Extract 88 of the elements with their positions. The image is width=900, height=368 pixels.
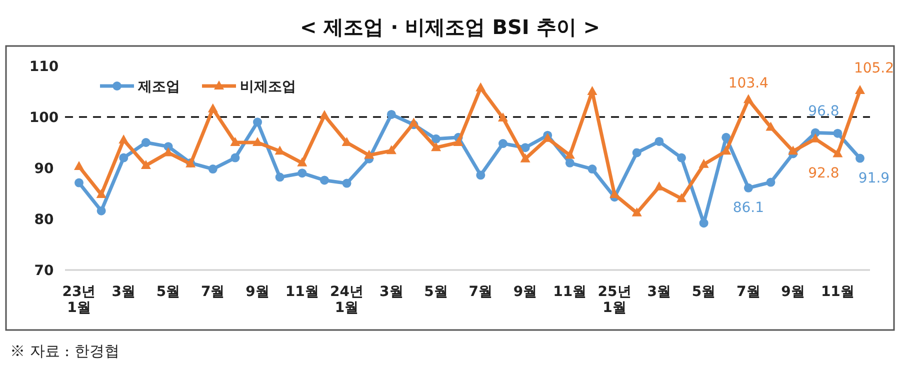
point [297,157,308,166]
point [119,153,128,162]
point [743,94,754,104]
y-tick-label: 90 [34,161,54,177]
x-tick-label: 7월 [468,284,493,300]
data-label: 92.8 [808,166,840,182]
data-label: 105.2 [854,60,894,76]
data-label: 91.9 [858,170,890,186]
x-tick-label: 11월 [285,284,319,300]
x-tick-label: 7월 [201,284,225,300]
x-tick-label: 3월 [647,284,672,300]
point [74,160,84,170]
point [832,148,843,158]
point [587,86,598,95]
x-tick-label: 9월 [246,284,270,300]
x-tick-label: 5월 [156,284,180,300]
point [698,158,709,168]
point [386,145,396,154]
point [118,134,129,144]
y-tick-label: 80 [34,212,54,228]
point [208,164,218,174]
y-tick-label: 70 [34,263,54,279]
x-tick-label: 11월 [553,284,587,300]
point [632,148,642,158]
data-label: 86.1 [732,200,764,216]
point [654,136,664,146]
point [520,143,530,152]
point [408,118,419,127]
point [230,153,240,162]
point [744,183,753,192]
point [141,138,150,147]
x-tick-label: 3월 [380,284,404,300]
point [252,137,263,146]
point [140,160,151,169]
point [298,168,307,178]
point [676,153,686,162]
point [386,110,396,119]
x-tick-label: 7월 [736,284,760,300]
point [855,84,865,94]
x-tick-label: 11월 [820,284,854,300]
y-tick-label: 110 [29,59,59,75]
point [275,172,284,182]
data-label: 96.8 [808,103,840,120]
point [498,112,508,122]
point [565,158,574,168]
point [208,103,218,112]
point [96,189,106,198]
point [856,154,864,163]
point [432,134,441,144]
x-tick-label: 5월 [424,284,448,300]
point [253,118,262,127]
point [699,218,708,228]
point [96,206,106,216]
x-tick-label: 25년 1월 [598,284,632,316]
point [498,139,508,148]
point [74,178,84,188]
point [319,110,330,119]
x-tick-label: 3월 [112,284,136,300]
text: ※ 자료 : 한경협 [10,342,120,360]
point [564,150,575,159]
point [520,153,530,162]
point [342,178,352,188]
x-tick-label: 5월 [692,284,716,300]
point [766,178,776,187]
x-tick-label: 23년 1월 [62,284,96,316]
point [722,132,731,142]
point [320,176,329,185]
point [230,137,240,146]
point [788,146,798,155]
point [364,150,374,159]
point [610,189,620,198]
point [431,142,442,152]
legend-label: 제조업 [137,79,180,95]
point [476,82,486,92]
point [588,164,597,174]
point [632,207,642,216]
chart-title: < 제조업 · 비제조업 BSI 추이 > [300,15,600,39]
x-tick-label: 9월 [513,284,538,300]
point [453,137,464,146]
point [676,193,686,202]
point [766,122,776,131]
point [833,128,842,138]
point [476,170,486,180]
data-label: 103.4 [728,76,769,92]
legend-label: 비제조업 [240,79,296,95]
x-tick-label: 9월 [781,284,805,300]
x-tick-label: 24년 1월 [330,284,364,316]
y-tick-label: 100 [29,110,59,126]
